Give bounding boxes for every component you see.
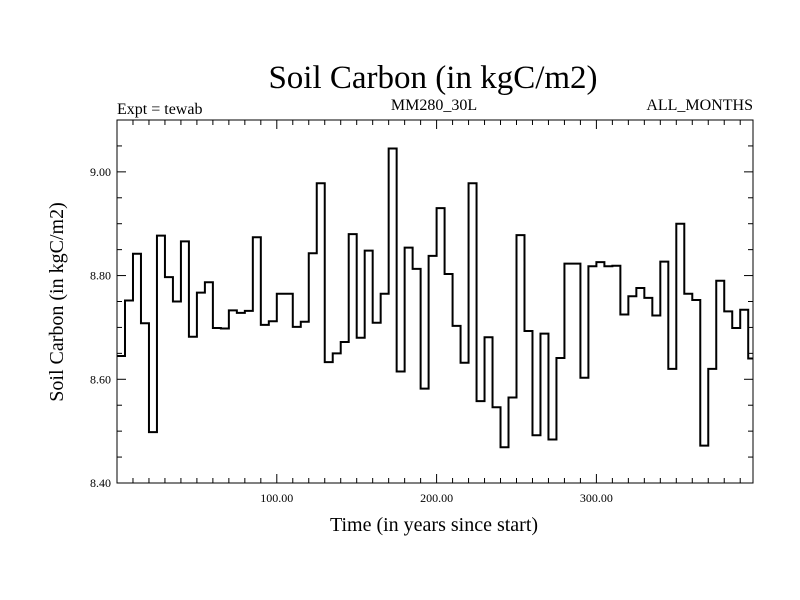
x-axis-label: Time (in years since start) <box>330 514 538 536</box>
series-layer <box>117 147 753 449</box>
subtitle-center: MM280_30L <box>391 97 477 114</box>
x-tick-label: 300.00 <box>580 491 613 505</box>
x-tick-label: 100.00 <box>260 491 293 505</box>
subtitle-left: Expt = tewab <box>117 101 202 118</box>
plot-axes: 8.40 8.60 8.80 9.00 100.00 200.00 300.00 <box>90 119 754 505</box>
y-tick-label: 9.00 <box>90 165 111 179</box>
y-tick-label: 8.60 <box>90 372 111 386</box>
series-line-0 <box>117 147 753 449</box>
y-axis-label: Soil Carbon (in kgC/m2) <box>46 202 68 401</box>
y-tick-label: 8.80 <box>90 269 111 283</box>
subtitle-right: ALL_MONTHS <box>646 97 753 114</box>
x-tick-label: 200.00 <box>420 491 453 505</box>
y-tick-label: 8.40 <box>90 476 111 490</box>
chart-title: Soil Carbon (in kgC/m2) <box>268 60 597 96</box>
